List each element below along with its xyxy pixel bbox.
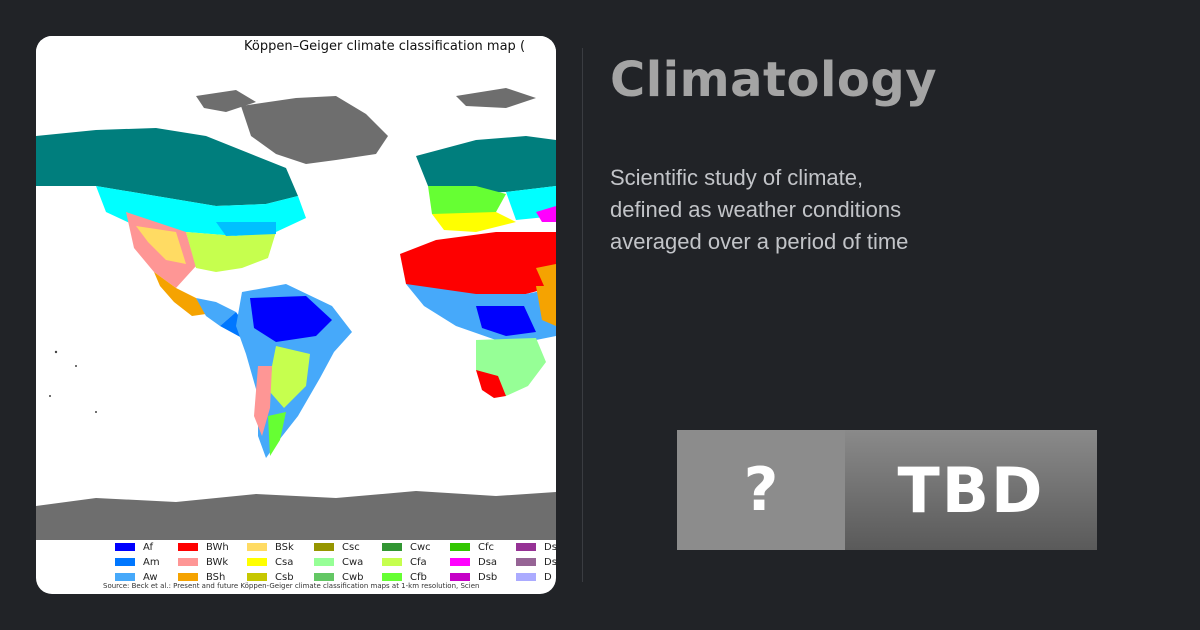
legend-swatch [516, 558, 536, 566]
legend-label: Cwc [410, 542, 431, 553]
topic-title: Climatology [610, 52, 938, 108]
legend-item: Af [115, 542, 153, 556]
topic-description: Scientific study of climate, defined as … [610, 162, 970, 258]
legend-label: Af [143, 542, 154, 553]
legend-item: BWh [178, 542, 229, 556]
score-badge: ? TBD [677, 430, 1097, 550]
legend-label: Ds [544, 557, 556, 568]
legend-label: BWk [206, 557, 229, 568]
legend-label: Csb [275, 572, 294, 583]
legend-item: Aw [115, 572, 158, 586]
legend-label: Cfa [410, 557, 427, 568]
legend-label: BSk [275, 542, 294, 553]
legend-item: Csc [314, 542, 360, 556]
legend-label: Dsa [478, 557, 498, 568]
legend-item: Csb [247, 572, 294, 586]
legend-item: Am [115, 557, 160, 571]
legend-swatch [516, 543, 536, 551]
description-line: Scientific study of climate, [610, 165, 864, 190]
legend-label: Ds [544, 542, 556, 553]
legend-item: Ds [516, 557, 556, 571]
badge-value: TBD [845, 430, 1097, 550]
legend-swatch [516, 573, 536, 581]
map-legend: Af Am Aw BWh BWk BSh BSk Csa Csb Csc Cwa… [36, 540, 556, 588]
legend-swatch [178, 573, 198, 581]
legend-label: Aw [143, 572, 158, 583]
legend-swatch [450, 543, 470, 551]
legend-swatch [382, 573, 402, 581]
map-title: Köppen–Geiger climate classification map… [244, 39, 526, 54]
legend-swatch [314, 543, 334, 551]
legend-label: Cfc [478, 542, 495, 553]
legend-label: Csa [275, 557, 294, 568]
legend-label: Cwb [342, 572, 364, 583]
legend-item: BWk [178, 557, 228, 571]
legend-item: Cwc [382, 542, 431, 556]
legend-label: Dsb [478, 572, 498, 583]
legend-item: BSk [247, 542, 294, 556]
legend-label: D [544, 572, 552, 583]
legend-label: BSh [206, 572, 226, 583]
legend-item: Cwb [314, 572, 364, 586]
badge-symbol: ? [677, 430, 845, 550]
description-line: defined as weather conditions [610, 197, 902, 222]
legend-label: BWh [206, 542, 229, 553]
legend-swatch [382, 543, 402, 551]
legend-item: Cfc [450, 542, 494, 556]
legend-item: Ds [516, 542, 556, 556]
legend-swatch [382, 558, 402, 566]
world-climate-map [36, 36, 556, 540]
legend-swatch [115, 543, 135, 551]
legend-swatch [314, 558, 334, 566]
legend-item: D [516, 572, 552, 586]
legend-swatch [314, 573, 334, 581]
map-source: Source: Beck et al.: Present and future … [103, 582, 480, 590]
legend-swatch [247, 558, 267, 566]
legend-item: Cfb [382, 572, 427, 586]
legend-swatch [178, 543, 198, 551]
legend-item: Cfa [382, 557, 427, 571]
climate-map-card: Köppen–Geiger climate classification map… [36, 36, 556, 594]
legend-swatch [450, 558, 470, 566]
legend-label: Cfb [410, 572, 427, 583]
legend-item: BSh [178, 572, 225, 586]
legend-swatch [115, 573, 135, 581]
divider [582, 48, 583, 582]
legend-item: Dsb [450, 572, 497, 586]
legend-label: Csc [342, 542, 360, 553]
legend-swatch [178, 558, 198, 566]
legend-swatch [247, 543, 267, 551]
legend-label: Am [143, 557, 160, 568]
legend-item: Dsa [450, 557, 497, 571]
legend-item: Cwa [314, 557, 363, 571]
legend-swatch [247, 573, 267, 581]
legend-label: Cwa [342, 557, 364, 568]
description-line: averaged over a period of time [610, 229, 909, 254]
legend-swatch [115, 558, 135, 566]
legend-swatch [450, 573, 470, 581]
legend-item: Csa [247, 557, 293, 571]
